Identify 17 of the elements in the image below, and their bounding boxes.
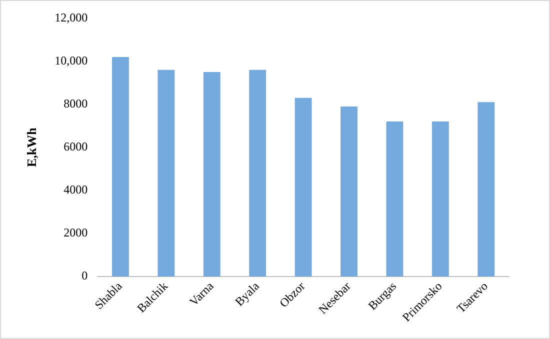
bar — [478, 102, 495, 276]
bar — [112, 56, 129, 276]
bar — [340, 106, 358, 276]
bar — [294, 98, 312, 276]
y-tick-label: 12,000 — [54, 10, 88, 24]
y-tick-label: 2000 — [64, 226, 88, 240]
y-tick-label: 10,000 — [54, 53, 88, 68]
y-tick-label: 6000 — [64, 139, 88, 154]
y-tick-label: 4000 — [64, 182, 88, 197]
bar — [432, 122, 449, 276]
bar — [158, 70, 175, 276]
y-tick-label: 0 — [82, 268, 88, 283]
bar — [386, 122, 404, 276]
bar — [203, 72, 220, 276]
y-tick-label: 8000 — [64, 96, 88, 110]
y-axis-title: E,kWh — [24, 126, 40, 168]
bar — [249, 70, 266, 276]
